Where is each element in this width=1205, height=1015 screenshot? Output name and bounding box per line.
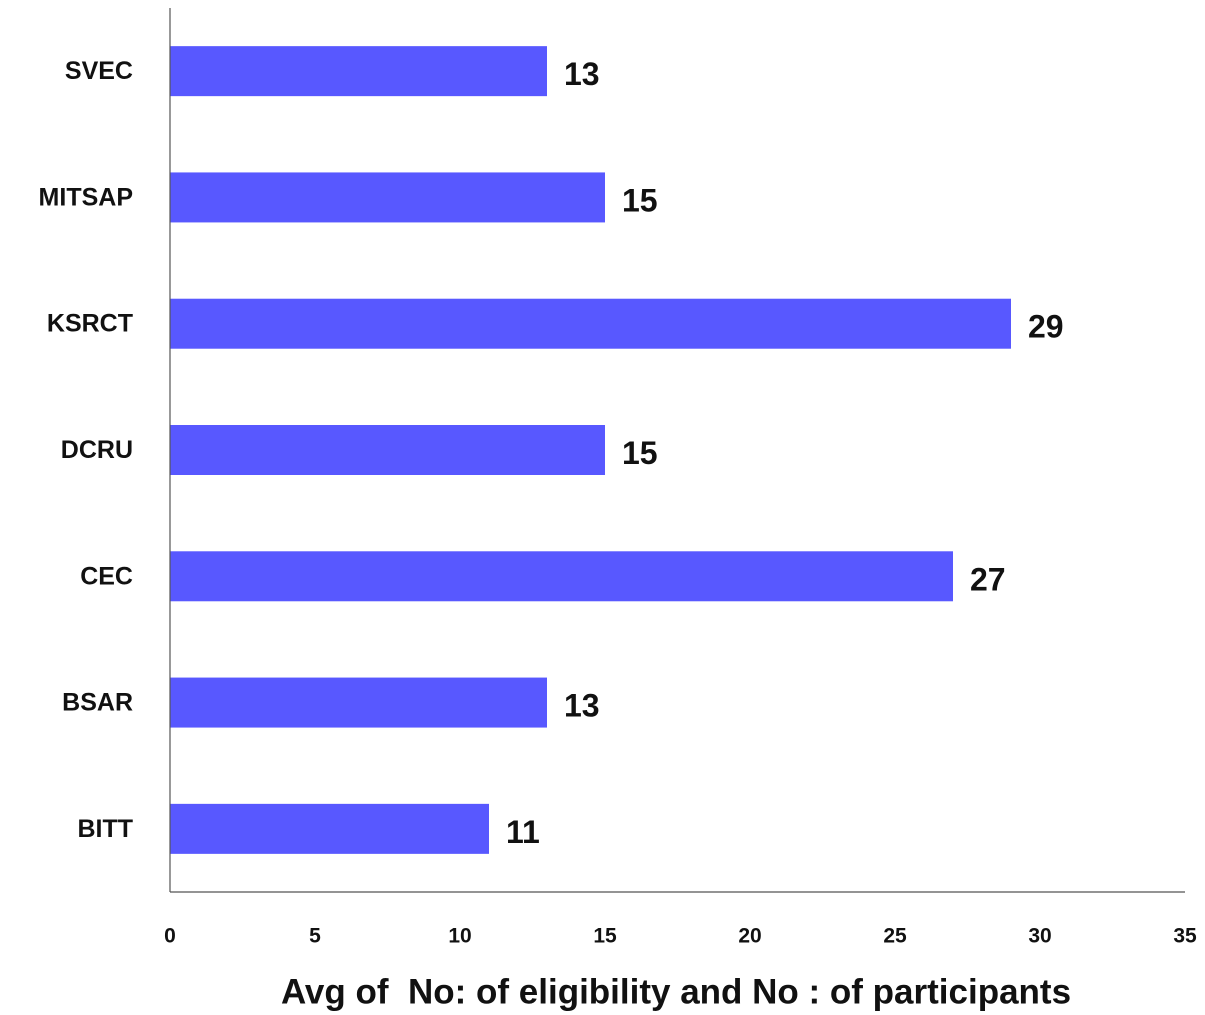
- data-label-svec: 13: [564, 56, 600, 92]
- x-tick-label-30: 30: [1028, 925, 1051, 948]
- category-label-dcru: DCRU: [61, 436, 133, 464]
- bar-mitsap: [170, 172, 605, 223]
- category-label-bsar: BSAR: [62, 689, 133, 717]
- category-label-ksrct: KSRCT: [47, 310, 133, 338]
- data-label-dcru: 15: [622, 435, 658, 471]
- category-label-mitsap: MITSAP: [39, 183, 133, 211]
- data-labels: 11 13 27 15 29 15 13: [506, 56, 1064, 850]
- x-tick-label-25: 25: [883, 925, 907, 948]
- category-label-cec: CEC: [80, 562, 133, 590]
- data-label-mitsap: 15: [622, 182, 658, 218]
- x-tick-label-10: 10: [448, 925, 471, 948]
- data-label-cec: 27: [970, 561, 1006, 597]
- category-labels: BITT BSAR CEC DCRU KSRCT MITSAP SVEC: [39, 57, 133, 843]
- bar-bitt: [170, 803, 489, 854]
- data-label-bitt: 11: [506, 814, 540, 850]
- x-tick-labels: 0 5 10 15 20 25 30 35: [164, 925, 1197, 948]
- category-label-bitt: BITT: [77, 815, 133, 843]
- bar-ksrct: [170, 298, 1011, 349]
- bar-dcru: [170, 425, 605, 475]
- x-tick-label-0: 0: [164, 925, 176, 948]
- data-label-ksrct: 29: [1028, 309, 1064, 345]
- bar-svec: [170, 46, 547, 97]
- bar-cec: [170, 551, 953, 602]
- x-tick-label-5: 5: [309, 925, 321, 948]
- x-axis-title: Avg of No: of eligibility and No : of pa…: [281, 973, 1071, 1012]
- data-label-bsar: 13: [564, 688, 600, 724]
- bars-group: [170, 46, 1011, 854]
- x-tick-label-15: 15: [593, 925, 617, 948]
- x-tick-label-35: 35: [1173, 925, 1197, 948]
- category-label-svec: SVEC: [65, 57, 133, 85]
- x-tick-label-20: 20: [738, 925, 761, 948]
- bar-bsar: [170, 677, 547, 728]
